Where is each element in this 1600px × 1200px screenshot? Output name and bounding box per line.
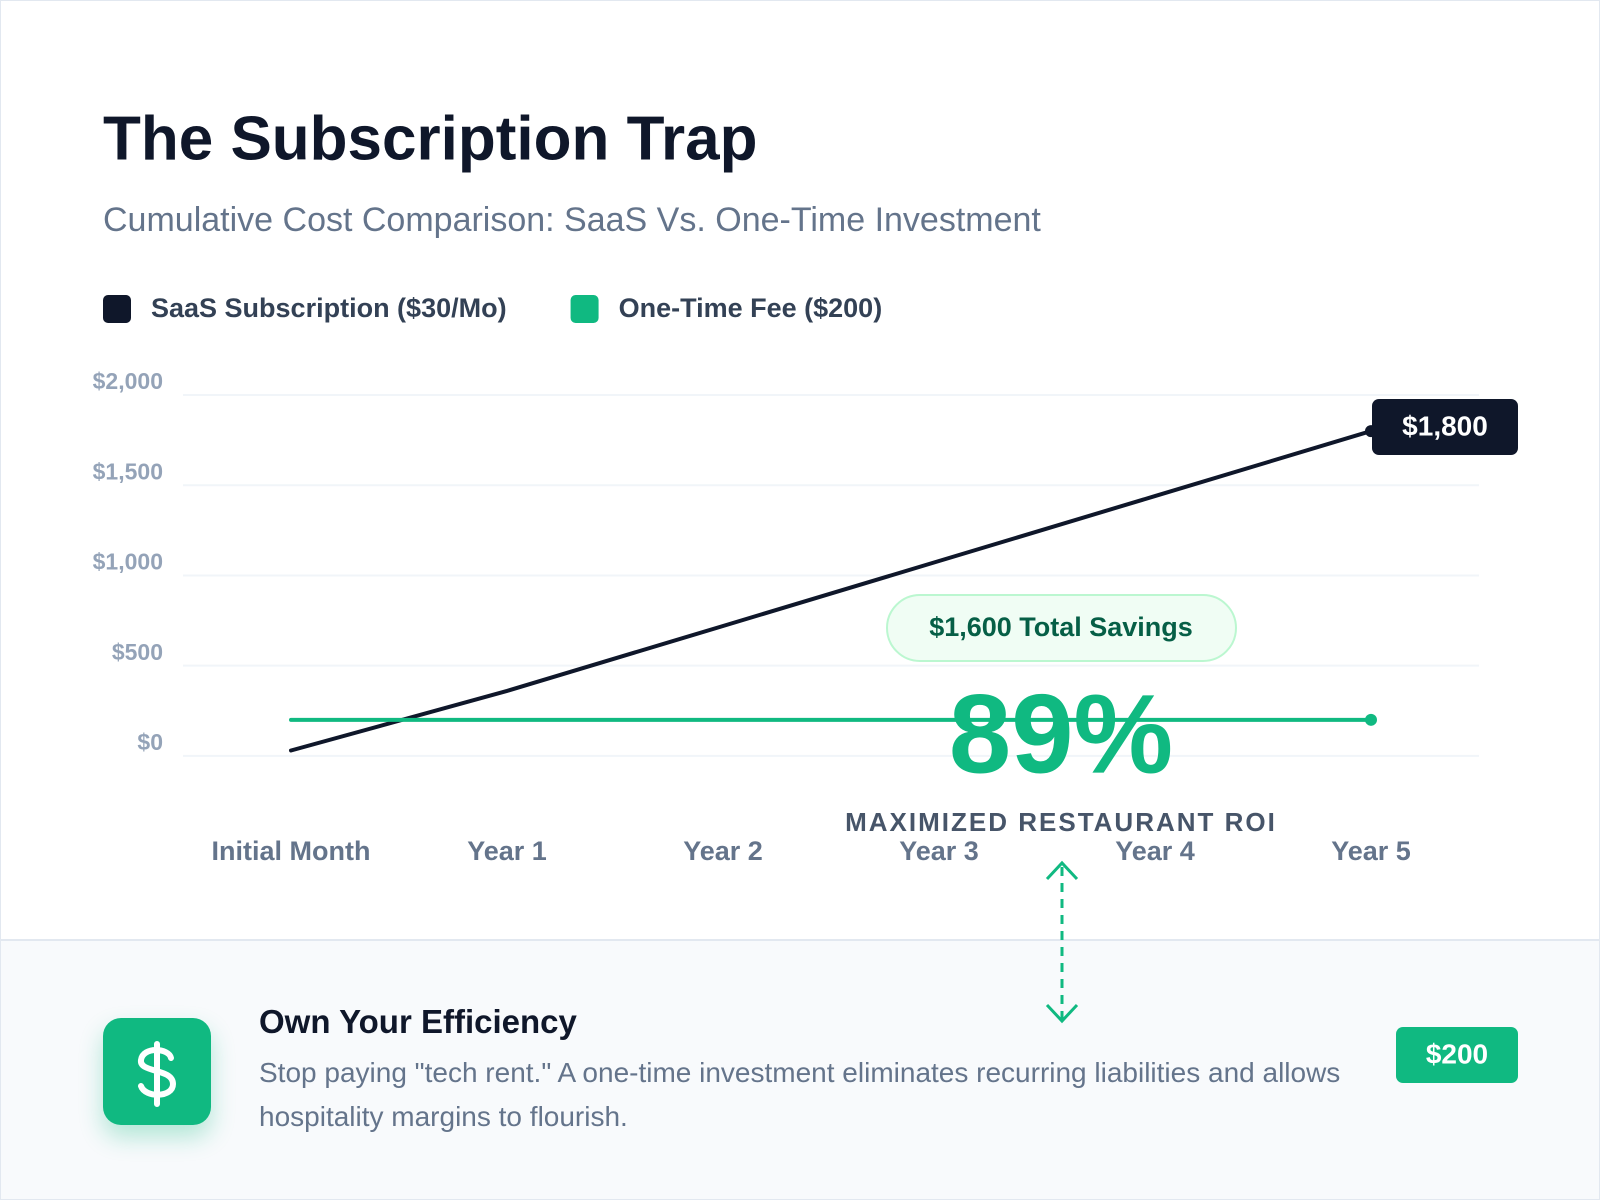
legend-label: SaaS Subscription ($30/Mo) xyxy=(151,293,507,323)
dollar-icon xyxy=(103,1018,211,1125)
footer-title: Own Your Efficiency xyxy=(259,1003,577,1040)
x-tick-label: Year 5 xyxy=(1331,836,1411,866)
y-tick-label: $0 xyxy=(137,729,163,755)
y-tick-label: $1,000 xyxy=(93,549,163,575)
x-tick-label: Year 4 xyxy=(1115,836,1195,866)
footer-text: Stop paying "tech rent." A one-time inve… xyxy=(259,1057,1341,1132)
y-tick-label: $2,000 xyxy=(93,368,163,394)
footer: Own Your Efficiency Stop paying "tech re… xyxy=(1,939,1599,1199)
legend-label: One-Time Fee ($200) xyxy=(619,293,883,323)
roi-value: 89% xyxy=(949,672,1173,797)
x-tick-label: Year 1 xyxy=(467,836,547,866)
value-badge xyxy=(1372,399,1518,455)
x-tick-label: Year 2 xyxy=(683,836,763,866)
series-line xyxy=(289,429,1373,753)
x-tick-label: Initial Month xyxy=(212,836,371,866)
value-badge xyxy=(1396,1027,1518,1083)
chart-subtitle: Cumulative Cost Comparison: SaaS Vs. One… xyxy=(103,201,1041,239)
value-label: $1,800 xyxy=(1402,410,1488,441)
legend-swatch xyxy=(570,295,599,323)
roi-label: MAXIMIZED RESTAURANT ROI xyxy=(845,807,1277,837)
legend-swatch xyxy=(103,295,131,323)
x-tick-label: Year 3 xyxy=(899,836,979,866)
savings-label: $1,600 Total Savings xyxy=(929,612,1193,642)
y-tick-label: $500 xyxy=(112,639,163,665)
end-point xyxy=(1365,713,1377,726)
arrow-head xyxy=(1045,860,1079,1024)
y-tick-label: $1,500 xyxy=(93,458,163,484)
value-label: $200 xyxy=(1426,1038,1488,1069)
savings-pill xyxy=(886,594,1237,662)
chart-title: The Subscription Trap xyxy=(103,104,758,173)
